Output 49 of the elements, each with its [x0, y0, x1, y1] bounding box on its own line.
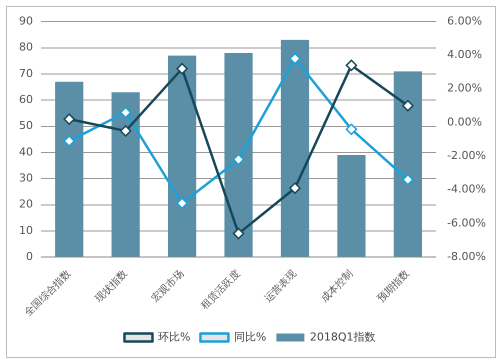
point — [346, 124, 358, 135]
y-tick-label: 60 — [18, 92, 33, 106]
y2-tick-label: 6.00% — [447, 14, 482, 28]
bar — [55, 82, 84, 257]
legend-label: 2018Q1指数 — [310, 330, 376, 344]
y-tick-label: 30 — [18, 171, 33, 184]
y2-tick-label: -4.00% — [447, 182, 486, 196]
bar — [394, 71, 422, 257]
y2-tick-label: -8.00% — [447, 250, 486, 263]
y2-tick-label: 4.00% — [447, 48, 482, 62]
x-tick-label: 预期指数 — [375, 268, 412, 305]
y-tick-label: 80 — [18, 40, 33, 54]
y-tick-label: 0 — [26, 250, 33, 263]
y2-tick-label: 2.00% — [447, 82, 482, 95]
point — [176, 62, 188, 74]
y2-tick-label: 0.00% — [447, 115, 482, 128]
bar — [280, 40, 310, 257]
point — [120, 106, 132, 118]
point — [232, 154, 244, 166]
y-tick-label: 10 — [18, 224, 33, 237]
x-tick-label: 租赁活跃度 — [198, 268, 242, 312]
x-tick-label: 宏观市场 — [149, 268, 186, 305]
legend-label: 环比% — [158, 330, 190, 344]
y-tick-label: 90 — [18, 14, 33, 28]
x-tick-label: 现状指数 — [92, 268, 130, 305]
bar — [224, 53, 253, 257]
point — [63, 135, 75, 147]
y2-tick-label: -2.00% — [447, 149, 486, 162]
x-tick-label: 全国综合指数 — [22, 268, 74, 319]
point — [289, 182, 301, 194]
y-tick-label: 70 — [18, 66, 33, 80]
y2-tick-label: -6.00% — [447, 216, 486, 230]
bar — [337, 155, 366, 257]
point — [63, 113, 75, 125]
bar — [112, 92, 140, 257]
y-tick-label: 20 — [18, 198, 33, 211]
point — [232, 228, 244, 240]
x-tick-label: 运营表现 — [262, 268, 299, 305]
legend-label: 同比% — [234, 330, 266, 344]
point — [176, 198, 188, 210]
y-tick-label: 40 — [18, 145, 33, 158]
point — [289, 52, 301, 64]
point — [402, 100, 414, 112]
point — [120, 125, 132, 137]
y-tick-label: 50 — [18, 119, 33, 132]
x-tick-label: 成本控制 — [318, 268, 356, 305]
point — [402, 174, 414, 186]
point — [346, 60, 358, 72]
bar — [168, 56, 196, 257]
